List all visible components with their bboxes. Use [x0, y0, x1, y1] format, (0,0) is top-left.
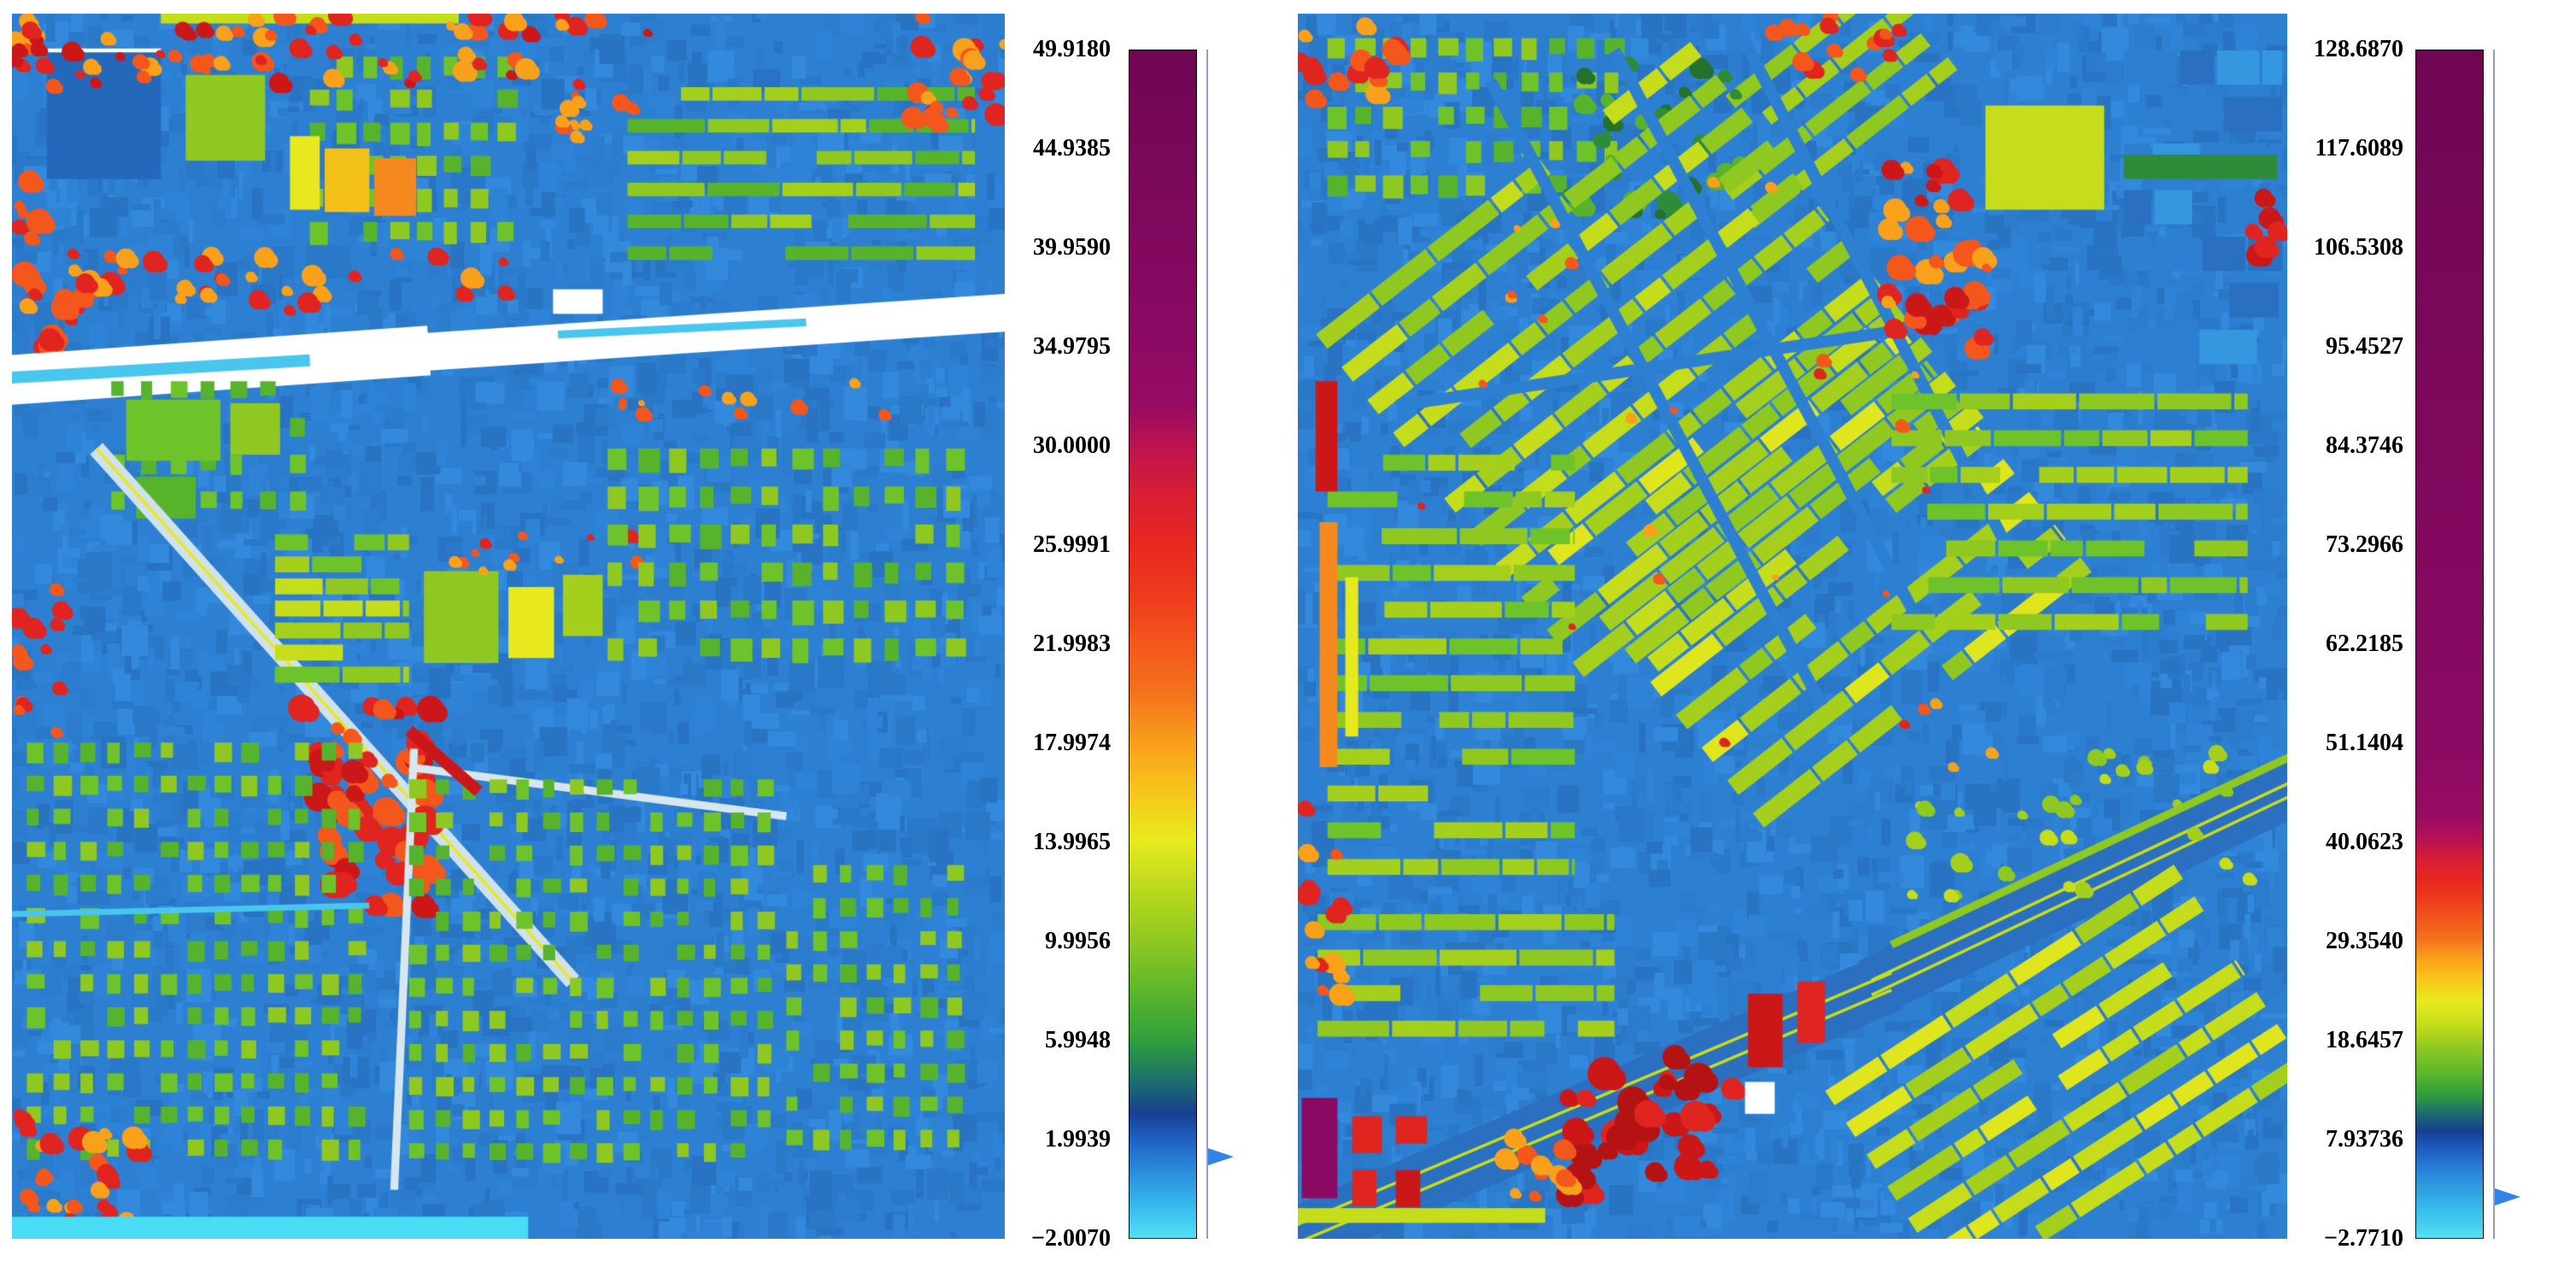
colorbar-tick-label: 73.2966 — [2326, 531, 2403, 558]
histogram-density-spike — [1208, 1147, 1234, 1165]
colorbar-tick-label: 7.93736 — [2326, 1126, 2403, 1152]
left-colorbar — [1129, 50, 1197, 1239]
colorbar-tick-label: 29.3540 — [2326, 928, 2403, 954]
left-heightmap-canvas — [12, 14, 1005, 1239]
right-colorbar-ticks: 128.6870 117.6089 106.5308 95.4527 84.37… — [2284, 38, 2403, 1251]
histogram-axis-line — [1206, 50, 1208, 1239]
colorbar-tick-label: 9.9956 — [1045, 928, 1111, 954]
colorbar-tick-label: 128.6870 — [2314, 36, 2403, 62]
colorbar-tick-label: 49.9180 — [1033, 36, 1111, 62]
colorbar-tick-label: 17.9974 — [1033, 729, 1111, 756]
colorbar-tick-label: 51.1404 — [2326, 729, 2403, 756]
right-colorbar-histogram-strip — [2493, 50, 2524, 1239]
colorbar-tick-label: 21.9983 — [1033, 630, 1111, 657]
histogram-density-spike — [2495, 1188, 2520, 1206]
colorbar-tick-label: 106.5308 — [2314, 234, 2403, 261]
colorbar-tick-label: 13.9965 — [1033, 829, 1111, 855]
colorbar-tick-label: 117.6089 — [2315, 134, 2403, 161]
colorbar-tick-label: 44.9385 — [1033, 134, 1111, 161]
histogram-axis-line — [2493, 50, 2495, 1239]
colorbar-tick-label: 1.9939 — [1045, 1126, 1111, 1152]
left-colorbar-histogram-strip — [1206, 50, 1237, 1239]
colorbar-tick-label: 84.3746 — [2326, 431, 2403, 459]
colorbar-tick-label: 25.9991 — [1033, 531, 1111, 558]
right-colorbar — [2415, 50, 2484, 1239]
colorbar-tick-label: −2.0070 — [1031, 1225, 1111, 1252]
colorbar-tick-label: 39.9590 — [1033, 234, 1111, 261]
left-colorbar-ticks: 49.9180 44.9385 39.9590 34.9795 30.0000 … — [991, 38, 1111, 1251]
colorbar-tick-label: −2.7710 — [2324, 1225, 2403, 1252]
right-heightmap-canvas — [1298, 14, 2287, 1239]
colorbar-tick-label: 40.0623 — [2326, 829, 2403, 855]
colorbar-tick-label: 95.4527 — [2326, 333, 2403, 360]
colorbar-tick-label: 34.9795 — [1033, 333, 1111, 360]
colorbar-tick-label: 5.9948 — [1045, 1026, 1111, 1053]
colorbar-tick-label: 62.2185 — [2326, 630, 2403, 657]
colorbar-tick-label: 18.6457 — [2326, 1026, 2403, 1053]
colorbar-tick-label: 30.0000 — [1033, 431, 1111, 459]
